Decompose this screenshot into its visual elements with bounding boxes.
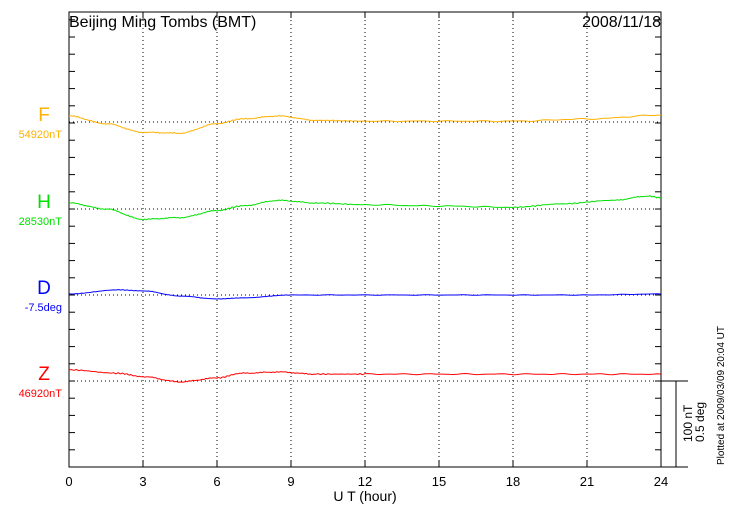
x-tick-label: 24: [654, 474, 668, 489]
x-tick-label: 9: [287, 474, 294, 489]
series-baseline-Z: 46920nT: [19, 388, 63, 400]
chart-date: 2008/11/18: [582, 14, 661, 31]
series-line-Z: [68, 368, 662, 383]
series-name-D: D: [37, 278, 51, 299]
series-name-F: F: [38, 105, 50, 126]
chart-title: Beijing Ming Tombs (BMT): [69, 14, 256, 31]
x-tick-label: 3: [139, 474, 146, 489]
scale-label-nt: 100 nT: [681, 404, 695, 442]
series-name-Z: Z: [38, 364, 50, 385]
series-line-D: [68, 289, 662, 300]
series-baseline-H: 28530nT: [19, 216, 63, 228]
scale-label-deg: 0.5 deg: [693, 402, 707, 442]
x-tick-label: 15: [432, 474, 446, 489]
x-axis-label: U T (hour): [333, 488, 396, 504]
series-name-H: H: [37, 192, 51, 213]
x-tick-label: 0: [65, 474, 72, 489]
x-tick-label: 21: [580, 474, 594, 489]
x-tick-label: 6: [213, 474, 220, 489]
series-line-F: [68, 114, 662, 135]
plotted-note: Plotted at 2009/03/09 20:04 UT: [716, 326, 727, 465]
x-tick-label: 12: [358, 474, 372, 489]
series-baseline-F: 54920nT: [19, 129, 63, 141]
series-baseline-D: -7.5deg: [25, 302, 62, 314]
series-line-H: [68, 195, 662, 221]
x-tick-label: 18: [506, 474, 520, 489]
